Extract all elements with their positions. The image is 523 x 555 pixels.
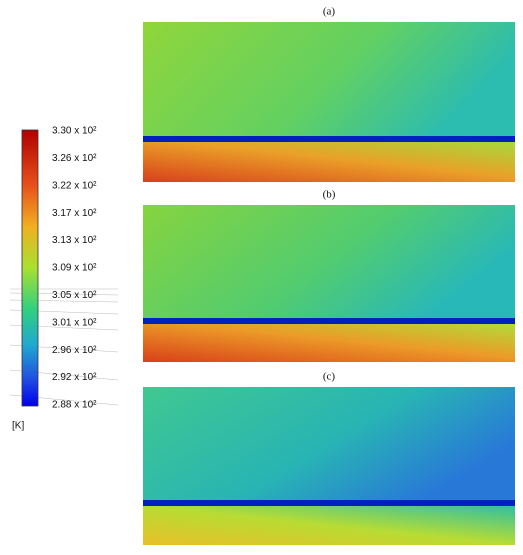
colorbar-tick-label: 3.26 x 10² xyxy=(52,153,97,164)
colorbar-tick-label: 3.17 x 10² xyxy=(52,208,97,219)
unit-label: [K] xyxy=(12,421,24,432)
panel-label: (a) xyxy=(323,6,336,18)
colorbar-tick-label: 3.09 x 10² xyxy=(52,263,97,274)
colorbar-tick-label: 2.88 x 10² xyxy=(52,400,97,411)
colorbar-tick-label: 3.05 x 10² xyxy=(52,290,97,301)
colorbar-tick-label: 3.01 x 10² xyxy=(52,317,97,328)
panel-c: (c) xyxy=(143,371,515,545)
colorbar-scale xyxy=(21,129,39,407)
colorbar-tick-label: 2.92 x 10² xyxy=(52,372,97,383)
colorbar-tick-label: 3.30 x 10² xyxy=(52,126,97,137)
panel-a: (a) xyxy=(143,6,515,182)
colorbar-tick-label: 2.96 x 10² xyxy=(52,345,97,356)
panel-b: (b) xyxy=(143,189,515,362)
colorbar-tick-label: 3.13 x 10² xyxy=(52,235,97,246)
colorbar: 3.30 x 10² 3.26 x 10² 3.22 x 10² 3.17 x 10²… xyxy=(9,126,119,432)
panel-label: (b) xyxy=(323,189,336,201)
colorbar-tick-label: 3.22 x 10² xyxy=(52,180,97,191)
panel-label: (c) xyxy=(323,371,336,383)
